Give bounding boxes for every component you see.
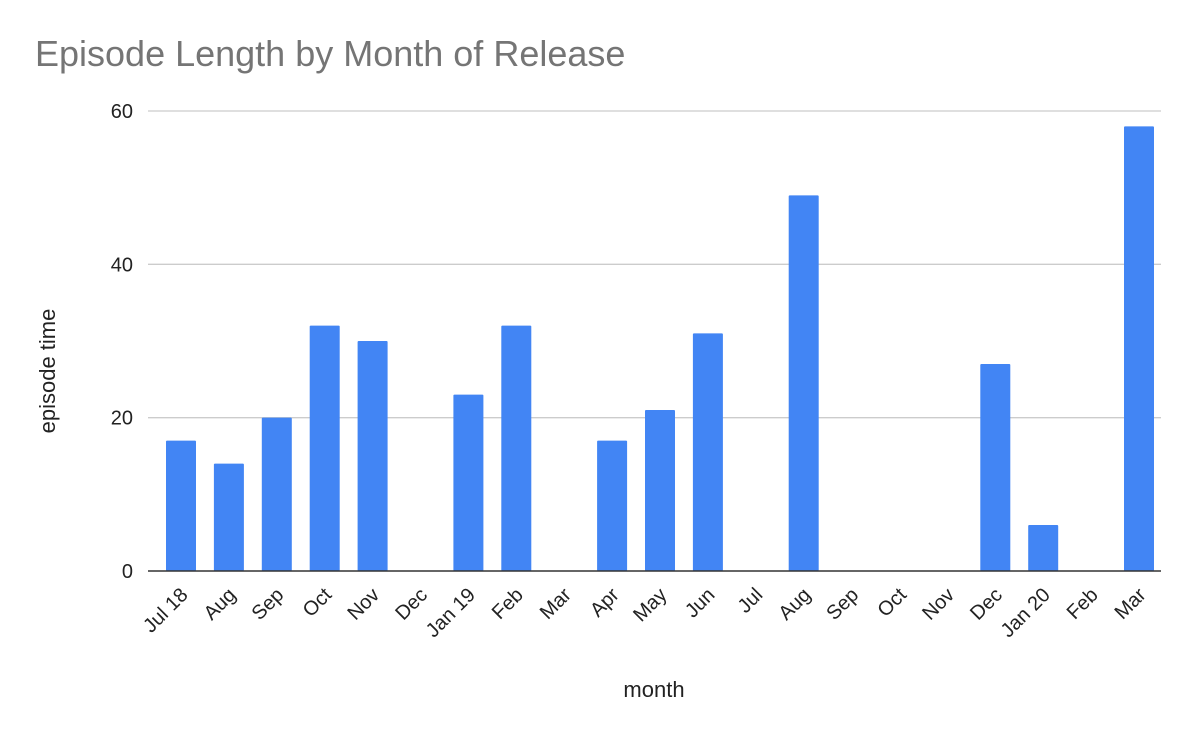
- bar: [788, 195, 819, 572]
- y-axis-ticks: 0 20 40 60: [111, 101, 133, 583]
- x-tick-label: Mar: [1111, 584, 1151, 624]
- x-tick-label: Aug: [200, 584, 241, 625]
- x-tick-label: Oct: [873, 584, 911, 622]
- y-tick-label: 20: [111, 408, 133, 430]
- bar: [453, 394, 484, 571]
- x-tick-label: Sep: [822, 584, 863, 625]
- x-tick-label: Nov: [343, 584, 384, 625]
- x-tick-label: Nov: [918, 584, 959, 625]
- bars: [166, 126, 1154, 572]
- x-tick-label: Jan 20: [997, 584, 1055, 642]
- bar: [501, 325, 532, 571]
- y-tick-label: 40: [111, 254, 133, 276]
- bar: [1028, 525, 1059, 571]
- x-tick-label: Oct: [299, 584, 337, 622]
- bar: [261, 417, 292, 571]
- x-tick-label: Feb: [1063, 584, 1103, 624]
- y-tick-label: 0: [122, 561, 133, 583]
- x-tick-label: Aug: [775, 584, 816, 625]
- y-axis-title: episode time: [35, 309, 60, 434]
- x-axis-title: month: [623, 677, 684, 702]
- bar: [309, 325, 340, 571]
- bar: [692, 333, 723, 571]
- x-tick-label: Dec: [966, 584, 1007, 625]
- x-tick-label: Feb: [488, 584, 528, 624]
- bar: [357, 341, 388, 571]
- x-tick-label: Apr: [586, 584, 624, 622]
- y-tick-label: 60: [111, 101, 133, 123]
- x-tick-label: Jul 18: [139, 584, 192, 637]
- chart-title: Episode Length by Month of Release: [35, 33, 625, 74]
- x-tick-label: Sep: [248, 584, 289, 625]
- bar: [213, 463, 244, 571]
- bar: [1124, 126, 1154, 571]
- bar: [980, 364, 1011, 571]
- x-tick-label: Jun: [681, 584, 719, 622]
- x-tick-label: Jul: [734, 584, 768, 618]
- bar: [597, 440, 628, 571]
- x-tick-label: Jan 19: [422, 584, 480, 642]
- bar: [645, 410, 675, 571]
- x-tick-label: May: [629, 584, 671, 626]
- x-tick-label: Mar: [536, 584, 576, 624]
- bar: [166, 440, 196, 571]
- x-tick-label: Dec: [391, 584, 432, 625]
